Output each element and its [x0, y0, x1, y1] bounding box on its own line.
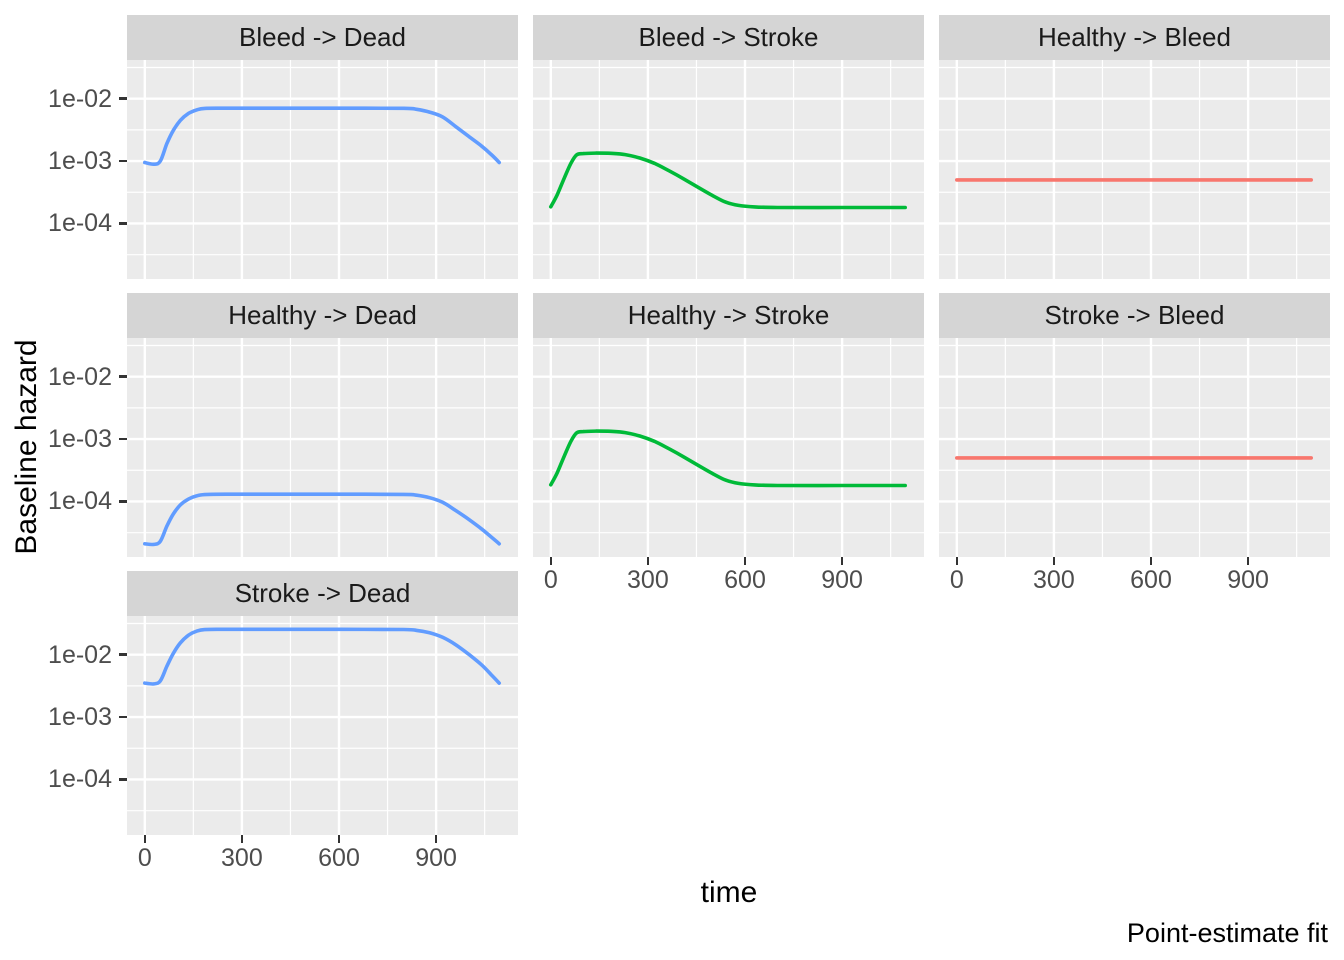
facet-strip-title: Bleed -> Dead: [239, 22, 406, 52]
x-axis-title: time: [700, 876, 758, 909]
hazard-curve: [549, 151, 907, 210]
y-tick-label: 1e-04: [48, 765, 112, 794]
x-tick-mark: [337, 835, 341, 843]
facet-panel: [939, 338, 1330, 557]
panel-background: [939, 60, 1330, 279]
y-tick-label: 1e-04: [48, 209, 112, 238]
facet-strip-title: Healthy -> Dead: [228, 300, 417, 330]
x-tick-mark: [434, 835, 438, 843]
facet-strip: Healthy -> Dead: [127, 293, 518, 338]
facet-strip-title: Stroke -> Dead: [234, 578, 411, 608]
x-tick-mark: [743, 557, 747, 565]
facet-panel: [533, 338, 924, 557]
x-tick-label: 0: [949, 566, 964, 594]
facet-strip: Bleed -> Stroke: [533, 15, 924, 60]
y-tick-mark: [119, 500, 127, 503]
y-tick-label: 1e-03: [48, 147, 112, 176]
x-tick-label: 600: [1130, 566, 1172, 594]
x-tick-label: 0: [543, 566, 558, 594]
x-tick-mark: [955, 557, 958, 565]
y-tick-label: 1e-04: [48, 487, 112, 516]
y-tick-mark: [119, 159, 127, 163]
y-tick-mark: [119, 222, 127, 225]
x-tick-mark: [240, 835, 244, 843]
y-tick-label: 1e-02: [48, 640, 112, 669]
facet-panel: [127, 338, 518, 557]
x-tick-mark: [1246, 557, 1250, 565]
hazard-curve: [143, 492, 501, 547]
x-tick-label: 0: [137, 844, 152, 872]
y-axis-title: Baseline hazard: [10, 339, 43, 555]
x-tick-mark: [549, 557, 552, 565]
facet-panel: [939, 60, 1330, 279]
facet-panel: [127, 60, 518, 279]
y-tick-label: 1e-02: [48, 362, 112, 391]
facet-strip-title: Bleed -> Stroke: [638, 22, 819, 52]
x-tick-label: 300: [1033, 566, 1075, 594]
facet-strip-title: Healthy -> Stroke: [627, 300, 830, 330]
panel-background: [127, 60, 518, 279]
x-tick-label: 900: [1227, 566, 1269, 594]
hazard-curve: [143, 627, 501, 686]
x-tick-label: 900: [821, 566, 863, 594]
x-tick-mark: [646, 557, 650, 565]
facet-strip: Healthy -> Stroke: [533, 293, 924, 338]
x-tick-mark: [143, 835, 146, 843]
x-tick-mark: [1052, 557, 1056, 565]
y-tick-mark: [119, 778, 127, 781]
x-tick-label: 300: [221, 844, 263, 872]
panel-background: [127, 338, 518, 557]
x-tick-label: 300: [627, 566, 669, 594]
y-tick-label: 1e-03: [48, 425, 112, 454]
x-tick-mark: [1149, 557, 1153, 565]
panel-background: [533, 338, 924, 557]
x-tick-mark: [840, 557, 844, 565]
facet-panel: [533, 60, 924, 279]
y-tick-mark: [119, 715, 127, 719]
panel-background: [533, 60, 924, 279]
facet-strip-title: Stroke -> Bleed: [1044, 300, 1225, 330]
panel-background: [939, 338, 1330, 557]
y-tick-mark: [119, 653, 127, 656]
y-tick-label: 1e-02: [48, 84, 112, 113]
facet-strip: Stroke -> Bleed: [939, 293, 1330, 338]
y-tick-label: 1e-03: [48, 703, 112, 732]
facet-strip-title: Healthy -> Bleed: [1038, 22, 1231, 52]
facet-panel: [127, 616, 518, 835]
panel-background: [127, 616, 518, 835]
facet-strip: Stroke -> Dead: [127, 571, 518, 616]
x-tick-label: 900: [415, 844, 457, 872]
hazard-curve: [143, 106, 501, 167]
hazard-curve: [549, 429, 907, 488]
facet-strip: Healthy -> Bleed: [939, 15, 1330, 60]
y-tick-mark: [119, 375, 127, 378]
caption: Point-estimate fit: [1126, 918, 1328, 948]
x-tick-label: 600: [318, 844, 360, 872]
x-tick-label: 600: [724, 566, 766, 594]
y-tick-mark: [119, 97, 127, 100]
facet-strip: Bleed -> Dead: [127, 15, 518, 60]
y-tick-mark: [119, 437, 127, 441]
